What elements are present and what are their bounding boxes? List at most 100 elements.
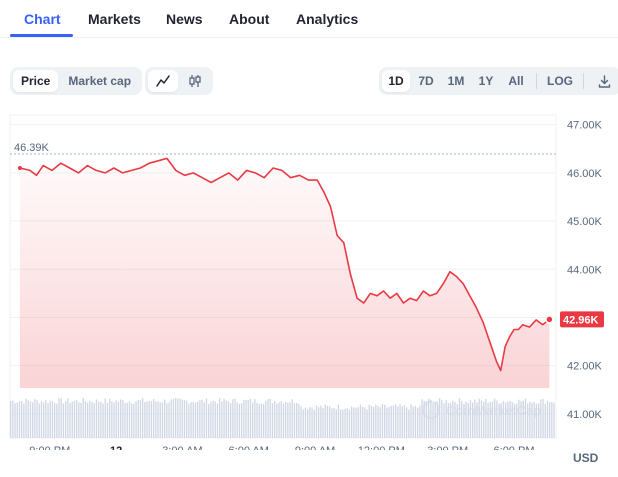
volume-bar: [203, 402, 205, 438]
volume-bar: [78, 402, 80, 438]
volume-bar: [276, 403, 278, 438]
tab-about[interactable]: About: [229, 11, 270, 27]
volume-bar: [157, 401, 159, 438]
volume-bar: [476, 402, 478, 438]
toolbar-divider: [583, 73, 584, 89]
volume-bar: [287, 402, 289, 438]
volume-bar: [373, 407, 375, 438]
volume-bar: [269, 398, 271, 438]
x-tick-label: 6:00 AM: [229, 445, 269, 450]
volume-bar: [362, 406, 364, 438]
volume-bar: [527, 403, 529, 438]
volume-bar: [450, 402, 452, 438]
volume-bar: [474, 399, 476, 438]
volume-bar: [267, 399, 269, 438]
volume-bar: [445, 399, 447, 438]
volume-bar: [293, 403, 296, 438]
volume-bar: [421, 399, 423, 438]
x-tick-label: 9:00 AM: [295, 445, 335, 450]
volume-bar: [58, 398, 60, 438]
volume-bar: [56, 403, 58, 438]
tab-analytics[interactable]: Analytics: [296, 11, 359, 27]
volume-bar: [164, 399, 166, 438]
log-scale-button[interactable]: LOG: [547, 74, 573, 88]
range-1y-button[interactable]: 1Y: [478, 74, 494, 88]
volume-bar: [71, 401, 73, 438]
y-tick-label: 42.00K: [567, 361, 603, 373]
x-axis: 9:00 PM 12 3:00 AM 6:00 AM 9:00 AM 12:00 PM 3:…: [29, 445, 534, 450]
volume-bar: [89, 400, 91, 438]
range-1m-button[interactable]: 1M: [447, 74, 465, 88]
volume-bar: [408, 409, 410, 438]
volume-bar: [379, 407, 381, 438]
volume-bar: [511, 402, 513, 438]
volume-bar: [390, 405, 392, 438]
volume-bar: [546, 400, 549, 438]
volume-bar: [465, 401, 467, 438]
tab-markets[interactable]: Markets: [88, 11, 141, 27]
candlestick-button[interactable]: [180, 70, 210, 92]
volume-bar: [280, 401, 282, 438]
volume-bar: [137, 399, 139, 438]
volume-bar: [355, 407, 357, 438]
volume-bar: [84, 401, 87, 438]
volume-bar: [386, 407, 388, 438]
volume-bar: [29, 401, 32, 438]
volume-bar: [381, 404, 384, 438]
market-cap-button[interactable]: Market cap: [68, 74, 132, 88]
volume-bar: [166, 403, 168, 438]
range-7d-button[interactable]: 7D: [418, 74, 434, 88]
volume-bar: [181, 399, 183, 438]
volume-bar: [485, 399, 487, 438]
volume-bar: [208, 404, 210, 438]
range-all-button[interactable]: All: [508, 74, 524, 88]
y-tick-label: 47.00K: [567, 120, 603, 132]
range-1d-button[interactable]: 1D: [382, 70, 410, 92]
volume-bar: [43, 402, 45, 438]
volume-bar: [509, 400, 511, 438]
volume-bar: [212, 400, 214, 438]
volume-bar: [170, 399, 172, 438]
volume-bar: [454, 402, 456, 438]
price-chart[interactable]: CoinMarketCap 46.39K 47.00K 46.00K 45.00K 4…: [0, 110, 618, 450]
current-price-tag: 42.96K: [560, 311, 604, 328]
volume-bar: [351, 406, 353, 438]
download-button[interactable]: [590, 70, 618, 92]
tab-chart[interactable]: Chart: [24, 11, 61, 27]
volume-bar: [252, 402, 254, 438]
volume-bar: [335, 409, 337, 438]
volume-bar: [544, 403, 546, 438]
volume-bar: [359, 404, 362, 438]
volume-bar: [324, 404, 326, 438]
volume-bar: [388, 407, 390, 438]
volume-bar: [318, 407, 320, 438]
tab-news[interactable]: News: [166, 11, 203, 27]
volume-bar: [265, 400, 267, 438]
volume-bar: [117, 401, 120, 438]
line-chart-button[interactable]: [148, 70, 178, 92]
volume-bar: [139, 400, 142, 438]
volume-bar: [219, 398, 221, 438]
volume-bar: [10, 401, 12, 438]
watermark: CoinMarketCap: [422, 401, 541, 419]
volume-bar: [47, 403, 49, 438]
volume-bar: [161, 402, 164, 438]
volume-bar: [243, 399, 245, 438]
volume-bar: [337, 404, 340, 438]
volume-bar: [419, 405, 421, 438]
tab-bar: Chart Markets News About Analytics: [0, 0, 618, 38]
watermark-text: CoinMarketCap: [446, 403, 541, 418]
price-button[interactable]: Price: [13, 70, 59, 92]
volume-bar: [192, 401, 194, 438]
volume-bar: [397, 406, 399, 438]
volume-bar: [333, 407, 335, 438]
price-marketcap-toggle: Price Market cap: [10, 67, 143, 95]
volume-bar: [463, 403, 465, 438]
volume-bar: [133, 403, 135, 438]
volume-bar: [168, 402, 170, 438]
volume-bar: [346, 408, 348, 438]
volume-bar: [27, 400, 29, 438]
volume-bar: [529, 401, 531, 438]
volume-bar: [238, 403, 241, 438]
volume-bar: [447, 403, 450, 438]
